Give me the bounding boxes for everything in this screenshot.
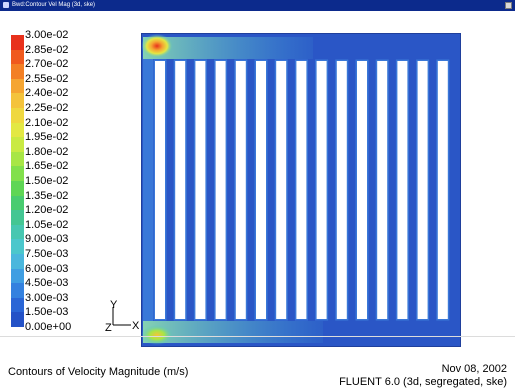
contour-graphic	[141, 33, 461, 347]
legend-label: 1.95e-02	[25, 131, 69, 144]
legend-swatch	[11, 210, 24, 226]
legend-swatch	[11, 137, 24, 153]
left-channel-flow	[143, 59, 153, 321]
fin-slot	[377, 61, 388, 319]
legend-label: 9.00e-03	[25, 233, 69, 246]
axis-triad: Y Z X	[105, 299, 145, 339]
legend-swatch	[11, 108, 24, 124]
legend-label: 1.50e-02	[25, 175, 69, 187]
legend-swatch	[11, 93, 24, 109]
legend-swatch	[11, 268, 24, 284]
legend-label: 1.50e-03	[25, 306, 69, 319]
legend-swatch	[11, 254, 24, 270]
fin-slot	[195, 61, 206, 319]
legend-label: 2.25e-02	[25, 102, 69, 114]
legend-swatch	[11, 35, 24, 51]
legend-label: 1.35e-02	[25, 189, 69, 202]
fin-slot	[296, 61, 307, 319]
domain-outline	[141, 33, 461, 347]
velocity-contour-plot[interactable]	[141, 33, 461, 347]
legend-swatch	[11, 195, 24, 211]
y-axis-label: Y	[110, 299, 118, 311]
legend-label: 3.00e-02	[25, 29, 69, 41]
legend-label: 4.50e-03	[25, 277, 69, 290]
legend-swatch	[11, 297, 24, 313]
inlet-header-flow	[143, 37, 313, 59]
legend-label: 3.00e-03	[25, 291, 69, 304]
legend-label: 2.10e-02	[25, 116, 69, 129]
fin-slot	[397, 61, 408, 319]
fin-slot	[417, 61, 428, 319]
plot-date: Nov 08, 2002	[441, 363, 507, 375]
legend-label: 1.05e-02	[25, 218, 69, 231]
legend-swatch	[11, 122, 24, 138]
solver-info: FLUENT 6.0 (3d, segregated, ske)	[339, 376, 507, 388]
axis-triad-graphic: Y Z X	[105, 299, 140, 334]
legend-label: 2.40e-02	[25, 87, 69, 100]
legend-swatch	[11, 64, 24, 80]
fin-slot	[336, 61, 347, 319]
z-axis-label: Z	[105, 322, 112, 334]
legend-swatch	[11, 151, 24, 167]
fin-slot	[175, 61, 186, 319]
app-icon	[3, 2, 9, 8]
footer-divider	[0, 336, 515, 337]
fin-slot	[357, 61, 367, 319]
legend-swatch	[11, 312, 24, 328]
legend-swatch	[11, 239, 24, 255]
outlet-header-flow	[143, 321, 323, 343]
legend-swatch	[11, 166, 24, 182]
fin-slots	[153, 59, 450, 321]
x-axis-label: X	[132, 320, 140, 332]
legend-label: 6.00e-03	[25, 262, 69, 275]
legend-swatch	[11, 283, 24, 299]
legend-label: 1.65e-02	[25, 160, 69, 173]
color-legend: 3.00e-02 2.85e-02 2.70e-02 2.55e-02 2.40e-02…	[11, 29, 111, 335]
legend-label: 1.80e-02	[25, 145, 69, 158]
fin-slot	[316, 61, 327, 319]
fin-slot	[215, 61, 226, 319]
outlet-hotspot	[141, 325, 173, 345]
fin-slot	[276, 61, 287, 319]
plot-caption: Contours of Velocity Magnitude (m/s)	[8, 366, 189, 378]
legend-label: 2.85e-02	[25, 43, 69, 56]
legend-label: 0.00e+00	[25, 321, 72, 333]
legend-swatch	[11, 181, 24, 197]
legend-swatch	[11, 49, 24, 65]
legend-label: 2.55e-02	[25, 72, 69, 85]
inlet-hotspot	[141, 34, 173, 58]
fin-slot	[235, 61, 246, 319]
window-title: Bwd:Contour Vel Mag (3d, ske)	[12, 2, 96, 8]
legend-label: 1.20e-02	[25, 204, 69, 217]
legend-label: 7.50e-03	[25, 248, 69, 260]
legend-swatch	[11, 78, 24, 94]
legend-label: 2.70e-02	[25, 58, 69, 71]
fin-slot	[256, 61, 266, 319]
graphics-viewport[interactable]: 3.00e-02 2.85e-02 2.70e-02 2.55e-02 2.40e-02…	[0, 11, 515, 347]
close-window-button[interactable]	[505, 2, 512, 9]
fin-slot	[437, 61, 448, 319]
color-bar	[11, 35, 24, 328]
legend-swatch	[11, 224, 24, 240]
fin-slot	[155, 61, 165, 319]
